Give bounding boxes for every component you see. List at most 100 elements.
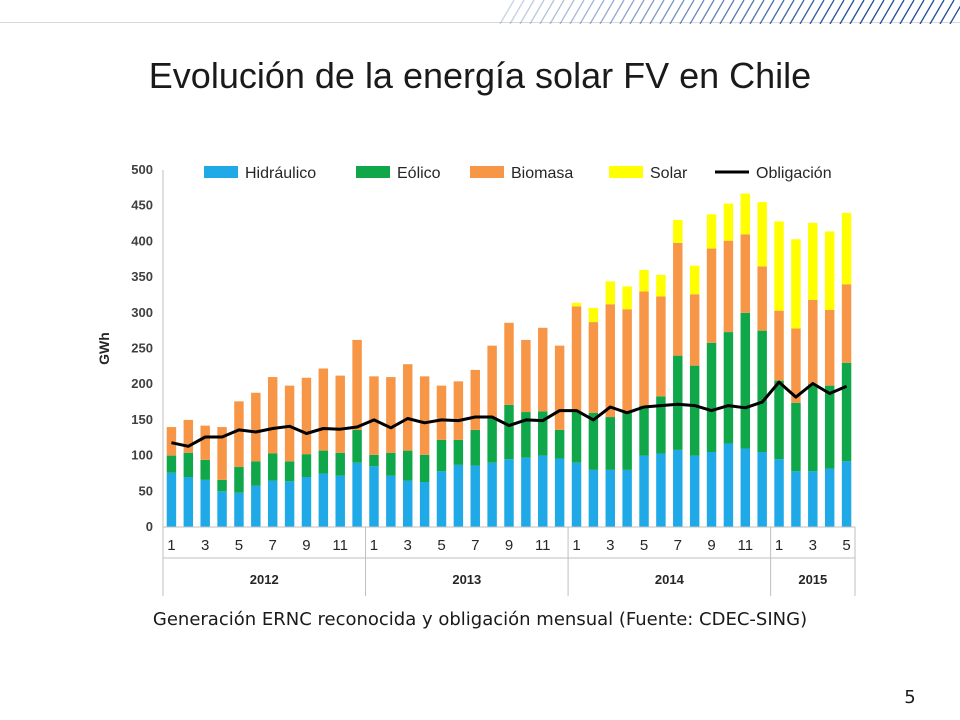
- bar-segment: [841, 212, 852, 285]
- bar-segment: [521, 339, 531, 413]
- bar-segment: [487, 345, 497, 418]
- bar-segment: [183, 452, 194, 478]
- bar-segment: [267, 377, 278, 454]
- bar-segment: [301, 477, 312, 527]
- header-rule: [0, 22, 960, 23]
- bar-segment: [166, 455, 177, 473]
- bar-segment: [419, 454, 430, 483]
- bar-segment: [386, 377, 396, 453]
- y-tick-label: 150: [131, 412, 153, 427]
- legend-label: Eólico: [397, 165, 441, 182]
- bar-segment: [791, 239, 801, 329]
- bar-segment: [774, 459, 784, 527]
- bar-segment: [267, 453, 278, 481]
- bar-segment: [622, 286, 632, 310]
- bar-segment: [166, 427, 177, 456]
- bar-segment: [554, 458, 565, 527]
- bar-segment: [335, 475, 345, 527]
- obligation-line: [171, 380, 848, 448]
- legend-label: Biomasa: [511, 165, 573, 182]
- bar-segment: [217, 491, 227, 527]
- bar-segment: [689, 294, 700, 366]
- bar-segment: [504, 322, 514, 405]
- x-tick-label: 5: [842, 537, 850, 554]
- bar-segment: [656, 396, 666, 454]
- bar-segment: [352, 339, 362, 430]
- legend-swatch: [204, 166, 238, 178]
- legend-swatch: [470, 166, 504, 178]
- bar-segment: [386, 475, 396, 527]
- legend-swatch: [609, 166, 643, 178]
- bar-segment: [757, 202, 767, 267]
- bar-segment: [723, 332, 734, 444]
- bar-segment: [824, 231, 835, 310]
- bar-segment: [757, 330, 767, 453]
- chart-caption: Generación ERNC reconocida y obligación …: [152, 609, 808, 630]
- y-tick-label: 450: [131, 198, 153, 213]
- year-label: 2012: [250, 572, 279, 587]
- bar-segment: [808, 384, 818, 472]
- bar-segment: [369, 466, 379, 527]
- bar-segment: [453, 381, 464, 440]
- bar-segment: [774, 221, 784, 311]
- bar-segment: [166, 472, 177, 527]
- bar-segment: [487, 417, 497, 463]
- x-tick-label: 7: [269, 537, 277, 554]
- bar-segment: [605, 281, 615, 305]
- bar-segment: [470, 429, 480, 466]
- bar-segment: [689, 365, 700, 456]
- bar-segment: [436, 385, 447, 440]
- bar-segment: [774, 380, 784, 460]
- bar-segment: [234, 492, 244, 527]
- year-label: 2015: [798, 572, 827, 587]
- bar-segment: [521, 412, 531, 458]
- bar-segment: [791, 471, 801, 527]
- bar-segment: [605, 417, 615, 470]
- x-tick-label: 5: [437, 537, 445, 554]
- bar-segment: [673, 219, 683, 243]
- bar-segment: [335, 375, 345, 453]
- bar-segment: [369, 454, 379, 467]
- chart-panel: 0 50 100 150 200 250 300 350 400 450 500 GWh 1 3 5 7 9 11…: [79, 150, 879, 598]
- x-tick-label: 3: [809, 537, 817, 554]
- slide-title: Evolución de la energía solar FV en Chil…: [148, 55, 812, 96]
- bar-segment: [436, 439, 447, 472]
- bar-segment: [453, 464, 464, 527]
- bar-segment: [554, 345, 565, 430]
- bar-segment: [706, 342, 717, 453]
- legend-swatch: [356, 166, 390, 178]
- bar-segment: [470, 369, 480, 430]
- y-tick-label: 50: [139, 483, 153, 498]
- bar-segment: [656, 296, 666, 397]
- y-tick-label: 500: [131, 162, 153, 177]
- bar-segment: [487, 462, 497, 527]
- x-tick-label: 9: [707, 537, 715, 554]
- bar-segment: [251, 392, 261, 462]
- bar-segment: [656, 453, 666, 527]
- bar-segment: [706, 248, 717, 343]
- y-tick-label: 400: [131, 233, 153, 248]
- bar-segment: [689, 455, 700, 527]
- bar-segment: [808, 471, 818, 527]
- bar-segment: [234, 467, 244, 493]
- bar-segment: [588, 307, 599, 323]
- bar-segment: [740, 312, 751, 449]
- x-tick-label: 11: [332, 537, 348, 554]
- bar-segment: [267, 480, 278, 527]
- legend-label: Obligación: [756, 165, 832, 182]
- bar-segment: [538, 327, 548, 412]
- year-label: 2014: [655, 572, 685, 587]
- bar-segment: [639, 455, 649, 527]
- x-tick-label: 1: [775, 537, 783, 554]
- bar-segment: [706, 214, 717, 249]
- bar-segment: [706, 452, 717, 527]
- bar-segment: [470, 465, 480, 527]
- bar-segment: [740, 448, 751, 527]
- x-tick-label: 7: [674, 537, 682, 554]
- bar-segment: [841, 362, 852, 462]
- bar-segment: [284, 461, 295, 482]
- bar-segment: [521, 457, 531, 527]
- page-number: 5: [904, 687, 916, 708]
- y-axis-label: GWh: [96, 332, 112, 365]
- bar-segment: [622, 412, 632, 470]
